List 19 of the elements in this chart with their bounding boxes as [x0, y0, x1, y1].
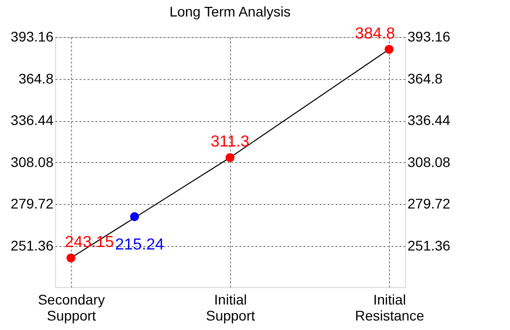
x-tick-label: Secondary Support — [38, 292, 105, 324]
y-tick-label: 364.8 — [18, 70, 54, 86]
data-label: 384.8 — [355, 25, 396, 42]
y2-tick-label: 364.8 — [408, 70, 443, 86]
y-tick-label: 336.44 — [10, 112, 54, 128]
x-tick-label: Initial Support — [206, 292, 256, 324]
x-tick-label: Initial Resistance — [354, 292, 424, 324]
y2-tick-label: 279.72 — [408, 196, 451, 212]
y-tick-label: 251.36 — [10, 237, 54, 254]
y-tick-label: 393.16 — [10, 28, 54, 44]
annotation: 215.24 — [115, 236, 164, 254]
y2-tick-label: 336.44 — [408, 112, 451, 128]
y-tick-label: 279.72 — [10, 196, 54, 212]
chart-title: Long Term Analysis — [169, 3, 291, 20]
y-tick-label: 308.08 — [10, 154, 54, 170]
y2-tick-label: 393.16 — [408, 28, 451, 44]
y2-tick-label: 308.08 — [408, 154, 451, 170]
y2-tick-label: 251.36 — [408, 237, 451, 254]
data-label: 311.3 — [210, 134, 250, 151]
